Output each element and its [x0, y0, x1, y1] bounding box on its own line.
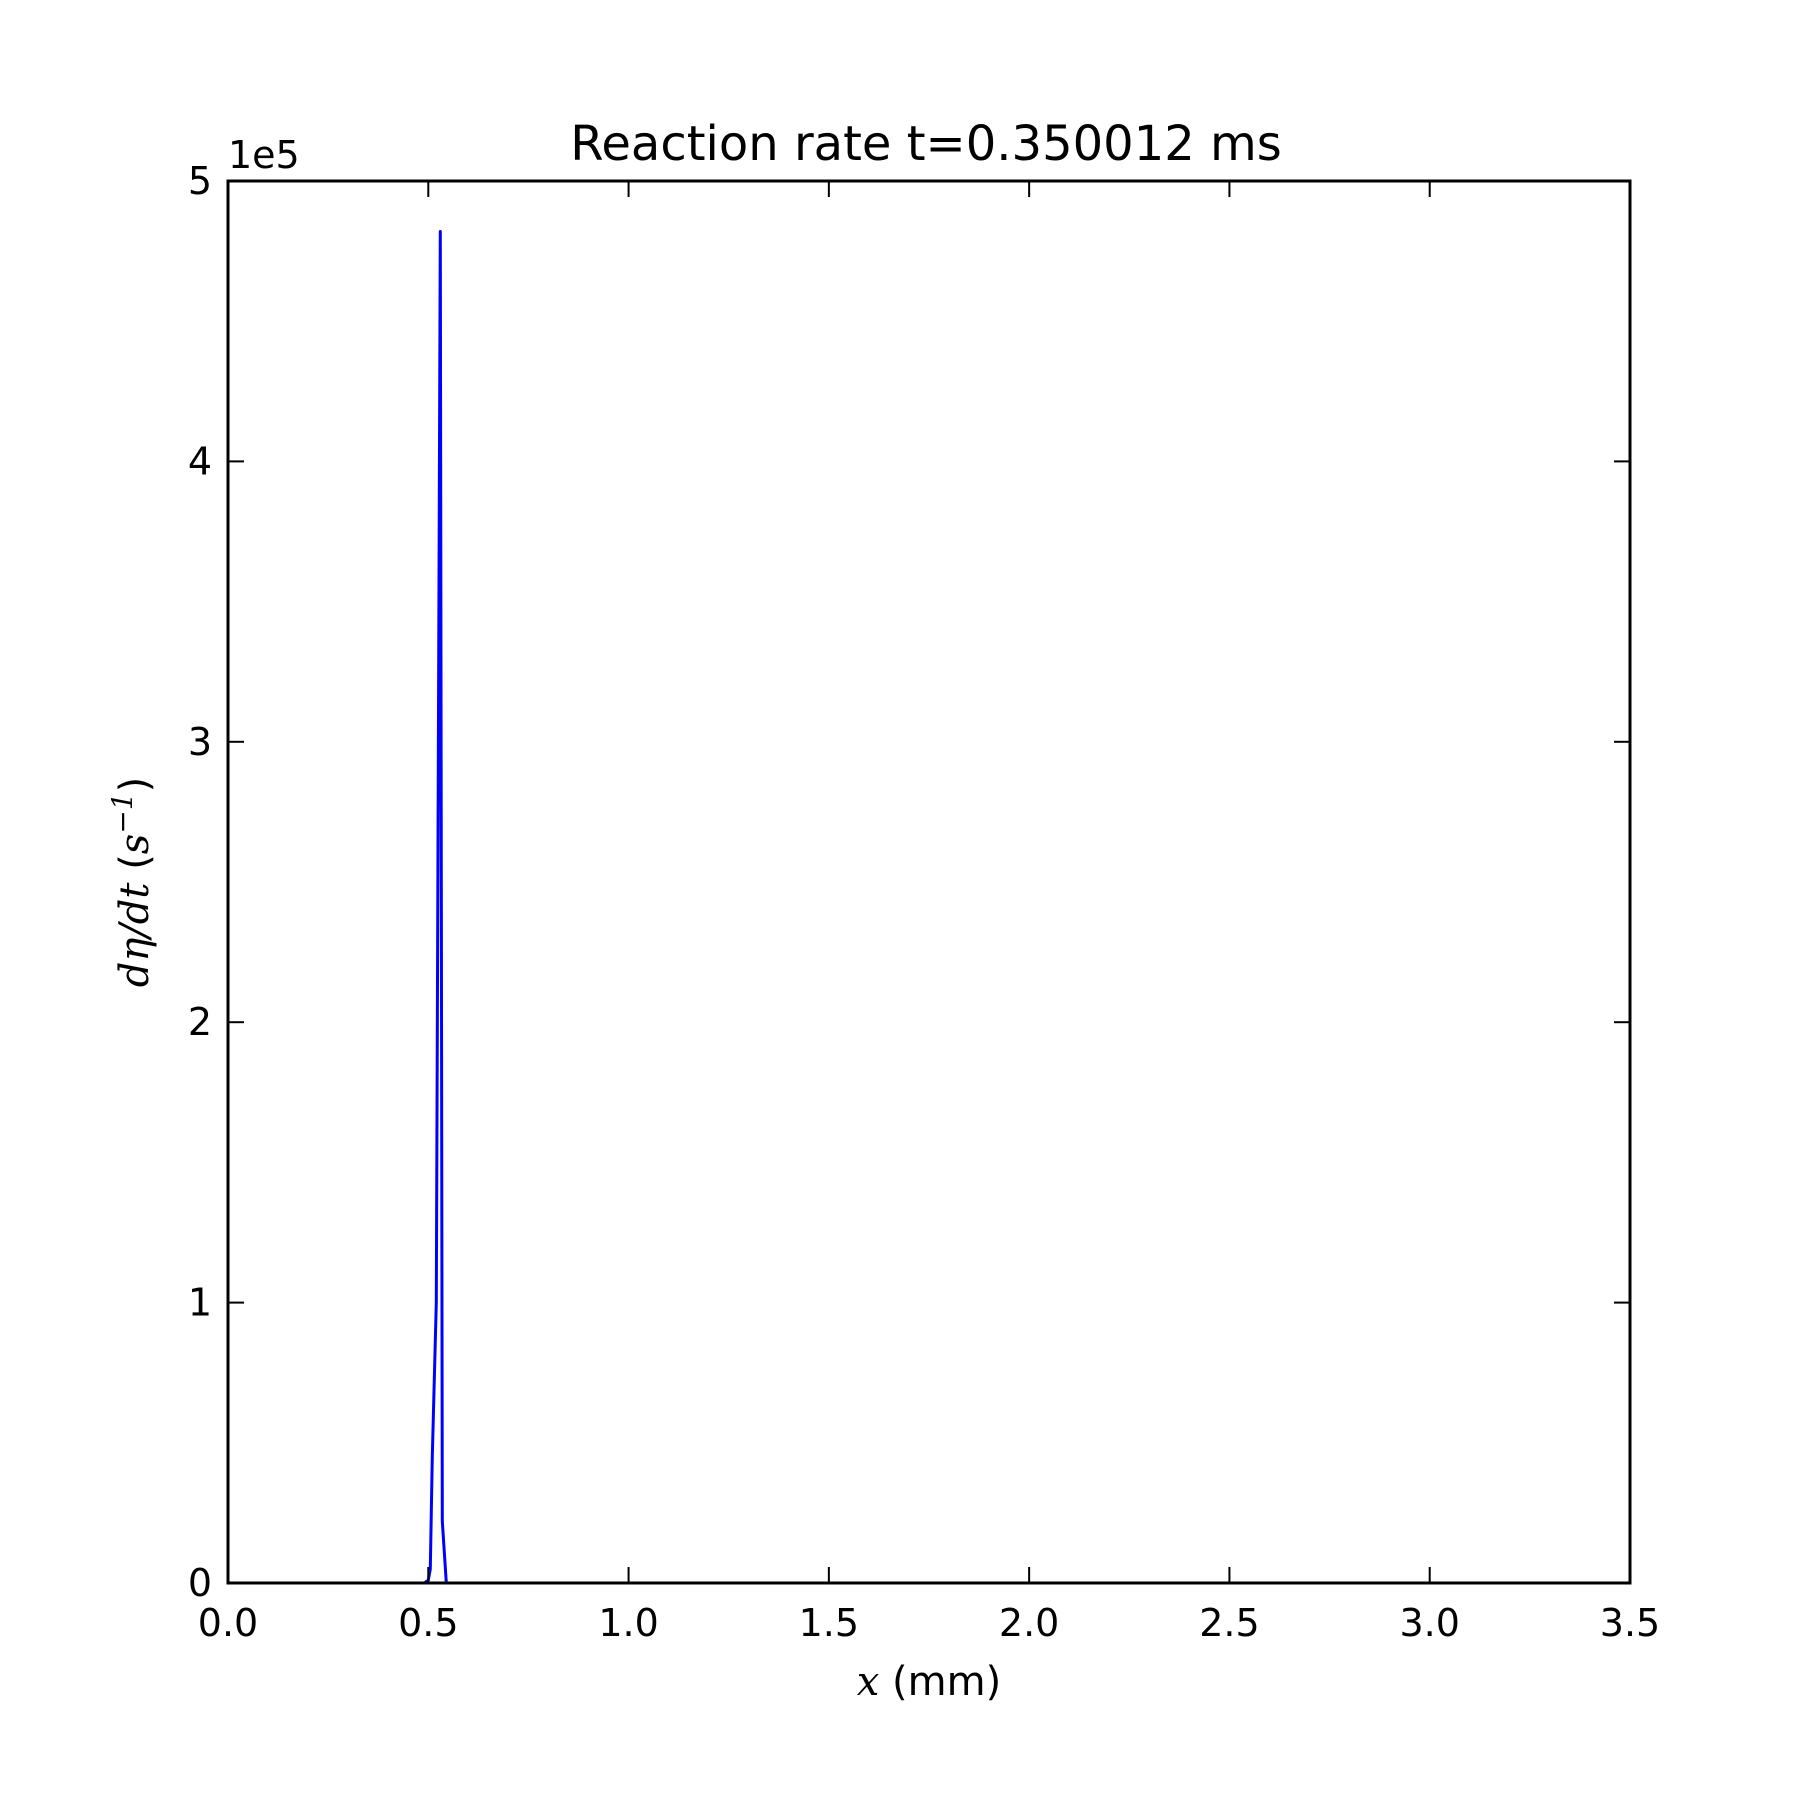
y-tick-label: 3	[188, 720, 212, 764]
y-axis-label: dη/dt (s−1)	[106, 777, 158, 987]
y-tick-label: 0	[188, 1561, 212, 1605]
x-tick-label: 1.5	[799, 1601, 859, 1645]
y-axis: 0 1 2 3 4 5	[188, 159, 1630, 1605]
chart-title: Reaction rate t=0.350012 ms	[570, 116, 1282, 172]
y-tick-label: 1	[188, 1281, 212, 1325]
y-tick-label: 4	[188, 439, 212, 483]
y-tick-label: 2	[188, 1000, 212, 1044]
y-tick-label: 5	[188, 159, 212, 203]
x-tick-label: 1.0	[598, 1601, 658, 1645]
series-line	[228, 229, 1630, 1585]
plot-area	[228, 229, 1630, 1585]
x-tick-label: 3.5	[1600, 1601, 1660, 1645]
x-axis: 0.0 0.5 1.0 1.5 2.0 2.5 3.0 3.5	[198, 181, 1660, 1645]
x-tick-label: 2.0	[999, 1601, 1059, 1645]
x-tick-label: 0.5	[398, 1601, 458, 1645]
axes-frame	[226, 179, 1632, 1585]
x-axis-label: x (mm)	[857, 1659, 1001, 1705]
x-tick-label: 2.5	[1199, 1601, 1259, 1645]
x-tick-label: 3.0	[1399, 1601, 1459, 1645]
y-offset-label: 1e5	[228, 133, 300, 177]
x-tick-label: 0.0	[198, 1601, 258, 1645]
